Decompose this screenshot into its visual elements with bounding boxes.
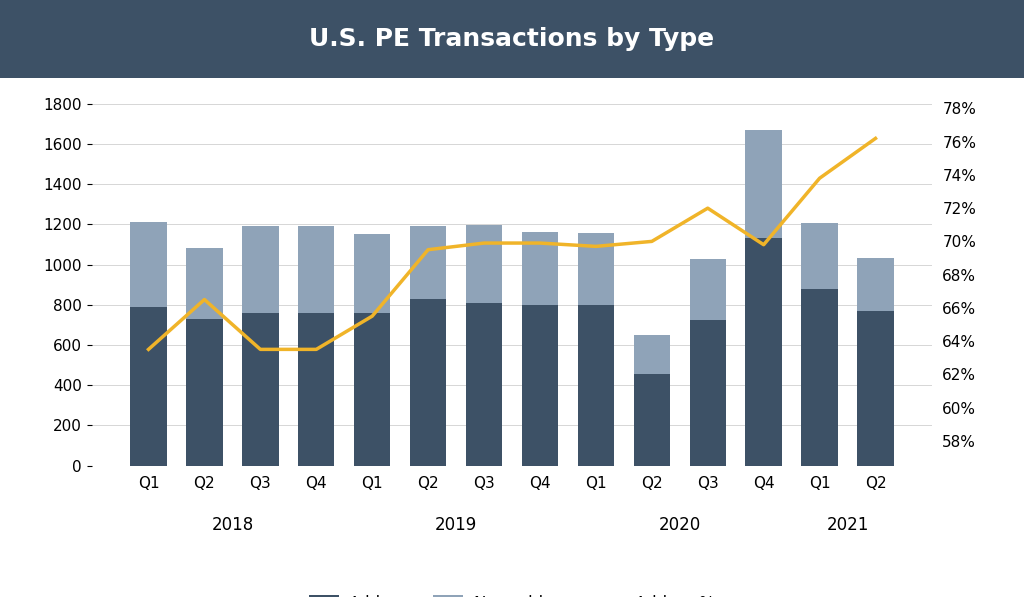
Bar (689, 320, 726, 466)
Text: U.S. PE Transactions by Type: U.S. PE Transactions by Type (309, 27, 715, 51)
Bar (522, 232, 558, 305)
Bar (634, 335, 670, 374)
Text: 2019: 2019 (435, 516, 477, 534)
Bar (242, 313, 279, 466)
Bar (578, 233, 614, 305)
Bar (578, 305, 614, 466)
Bar (466, 225, 502, 303)
Bar (857, 257, 894, 311)
Bar (689, 259, 726, 320)
Bar (130, 307, 167, 466)
Text: 2020: 2020 (658, 516, 700, 534)
Bar (522, 305, 558, 466)
Legend: Add-on, Non-add-on, Add-on %: Add-on, Non-add-on, Add-on % (302, 589, 722, 597)
Text: 2018: 2018 (211, 516, 254, 534)
Bar (354, 235, 390, 313)
Bar (354, 313, 390, 466)
Bar (802, 289, 838, 466)
Bar (298, 226, 335, 313)
Bar (745, 130, 782, 238)
Bar (802, 223, 838, 289)
Bar (186, 319, 222, 466)
Bar (466, 303, 502, 466)
Bar (410, 298, 446, 466)
Text: 2021: 2021 (826, 516, 868, 534)
Bar (130, 222, 167, 307)
Bar (298, 313, 335, 466)
Bar (634, 374, 670, 466)
Bar (745, 238, 782, 466)
Bar (186, 248, 222, 319)
Bar (242, 226, 279, 313)
Bar (857, 311, 894, 466)
Bar (410, 226, 446, 298)
